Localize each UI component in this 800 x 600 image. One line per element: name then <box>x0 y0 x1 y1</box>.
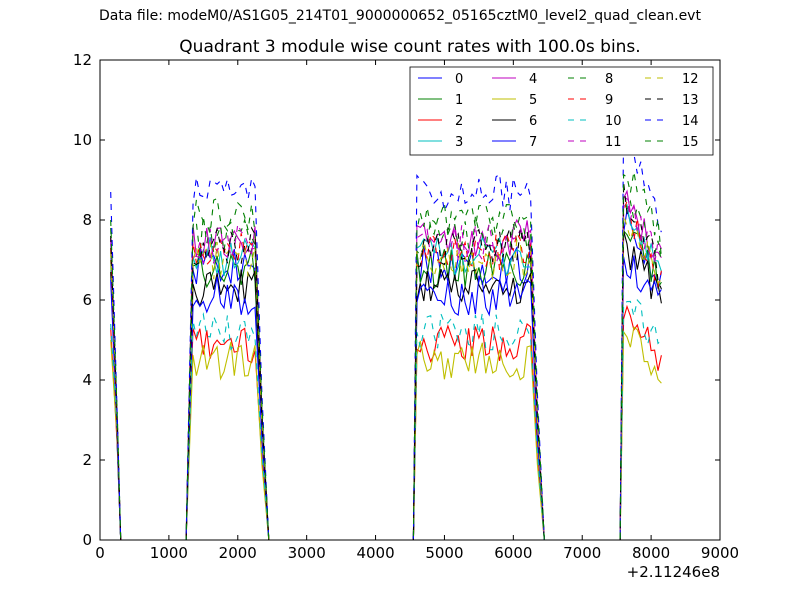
y-tick-label: 0 <box>82 531 92 549</box>
x-tick-label: 7000 <box>563 544 601 562</box>
series-line-11 <box>110 195 662 540</box>
x-tick-label: 0 <box>95 544 105 562</box>
series-line-2 <box>110 304 662 540</box>
series-line-15 <box>110 171 662 540</box>
x-tick-label: 6000 <box>494 544 532 562</box>
legend-label-9: 9 <box>605 93 613 108</box>
series-line-9 <box>110 198 662 540</box>
y-tick-label: 4 <box>82 371 92 389</box>
legend-box <box>409 66 714 156</box>
y-tick-label: 10 <box>73 131 92 149</box>
legend-label-3: 3 <box>455 135 463 150</box>
series-line-4 <box>110 189 662 540</box>
series-line-12 <box>110 214 662 540</box>
x-tick-label: 8000 <box>632 544 670 562</box>
x-tick-label: 1000 <box>150 544 188 562</box>
legend-label-15: 15 <box>682 135 699 150</box>
x-tick-label: 2000 <box>219 544 257 562</box>
x-tick-label: 4000 <box>356 544 394 562</box>
legend-label-2: 2 <box>455 114 463 129</box>
legend-label-1: 1 <box>455 93 463 108</box>
x-offset-label: +2.11246e8 <box>627 563 720 581</box>
series-line-3 <box>110 204 662 540</box>
series-line-6 <box>110 230 662 540</box>
series-line-10 <box>110 298 662 540</box>
legend-label-5: 5 <box>529 93 537 108</box>
legend-label-0: 0 <box>455 72 463 87</box>
series-line-1 <box>110 229 662 540</box>
legend-label-11: 11 <box>605 135 622 150</box>
series-lines <box>110 127 662 540</box>
legend-label-4: 4 <box>529 72 537 87</box>
x-tick-label: 3000 <box>288 544 326 562</box>
legend-label-14: 14 <box>682 114 699 129</box>
y-tick-label: 2 <box>82 451 92 469</box>
legend-label-12: 12 <box>682 72 699 87</box>
y-tick-label: 6 <box>82 291 92 309</box>
legend-label-13: 13 <box>682 93 699 108</box>
series-line-8 <box>110 196 662 540</box>
series-line-5 <box>110 326 662 540</box>
chart-title: Quadrant 3 module wise count rates with … <box>179 37 641 57</box>
y-tick-label: 8 <box>82 211 92 229</box>
x-tick-label: 9000 <box>701 544 739 562</box>
legend-label-7: 7 <box>529 135 537 150</box>
legend-label-6: 6 <box>529 114 537 129</box>
figure-suptitle: Data file: modeM0/AS1G05_214T01_90000006… <box>99 8 701 24</box>
legend-label-8: 8 <box>605 72 613 87</box>
series-line-7 <box>110 255 662 540</box>
legend-label-10: 10 <box>605 114 622 129</box>
y-tick-label: 12 <box>73 51 92 69</box>
x-tick-label: 5000 <box>425 544 463 562</box>
